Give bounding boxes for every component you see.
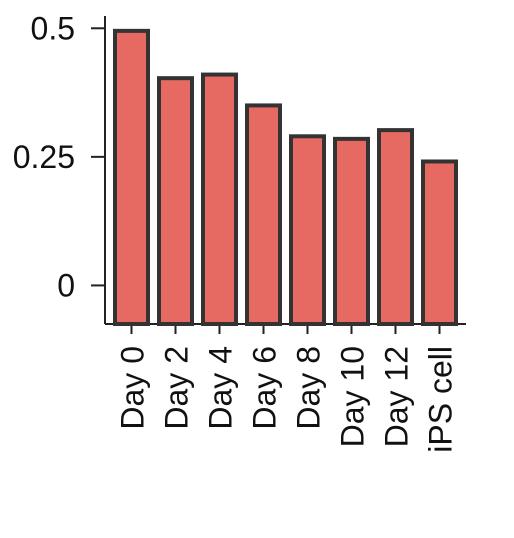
x-tick-label: Day 0 — [115, 346, 151, 430]
bar — [289, 134, 326, 326]
x-tick-labels: Day 0 Day 2 Day 4 Day 6 Day 8 Day 10 Day 12 iPS… — [115, 346, 459, 453]
y-tick-label: 0.25 — [13, 139, 75, 175]
x-tick-label: Day 8 — [291, 346, 327, 430]
x-tick-label: Day 4 — [203, 346, 239, 430]
bar — [421, 159, 458, 326]
x-tick-label: Day 6 — [247, 346, 283, 430]
y-tick-label: 0 — [57, 267, 75, 303]
bar — [377, 128, 414, 326]
x-tick-label: iPS cell — [423, 346, 459, 453]
bar — [245, 103, 282, 326]
bars — [113, 28, 458, 326]
bar — [157, 76, 194, 326]
x-tick-label: Day 2 — [159, 346, 195, 430]
bar — [113, 28, 150, 326]
bar — [333, 136, 370, 326]
y-tick-label: 0.5 — [31, 10, 75, 46]
y-axis: 0 0.25 0.5 — [13, 10, 106, 324]
x-tick-label: Day 10 — [335, 346, 371, 447]
x-tick-label: Day 12 — [379, 346, 415, 447]
bar — [201, 72, 238, 326]
